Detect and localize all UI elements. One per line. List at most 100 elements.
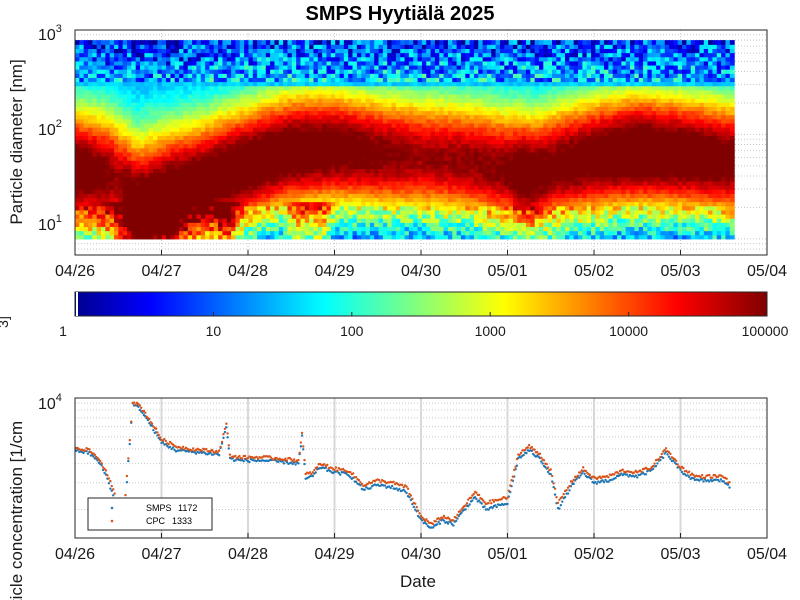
heatmap-cell [153,40,158,45]
heatmap-cell [205,234,211,240]
heatmap-cell [421,205,427,211]
heatmap-cell [131,218,137,223]
heatmap-cell [439,52,445,58]
heatmap-cell [504,189,510,194]
heatmap-cell [421,98,427,103]
heatmap-cell [161,77,167,83]
heatmap-cell [378,156,384,161]
heatmap-cell [179,69,185,74]
heatmap-cell [261,127,267,132]
heatmap-cell [109,143,115,149]
heatmap-cell [257,189,263,194]
heatmap-cell [313,135,319,141]
heatmap-cell [369,52,375,58]
heatmap-cell [274,168,280,174]
heatmap-cell [131,230,137,236]
heatmap-cell [452,176,458,182]
heatmap-cell [244,164,250,170]
heatmap-cell [83,131,89,136]
heatmap-cell [166,40,171,45]
heatmap-cell [218,81,224,87]
heatmap-cell [413,189,419,194]
heatmap-cell [508,189,514,194]
heatmap-cell [495,201,501,207]
heatmap-cell [209,147,215,153]
heatmap-cell [404,209,410,215]
heatmap-cell [226,60,232,66]
heatmap-cell [252,213,258,219]
heatmap-cell [144,213,150,219]
heatmap-cell [313,118,319,124]
heatmap-cell [413,64,419,70]
heatmap-cell [296,69,302,74]
heatmap-cell [244,234,250,240]
heatmap-cell [369,234,375,240]
heatmap-cell [105,114,111,120]
heatmap-cell [148,197,154,203]
heatmap-cell [105,85,111,91]
heatmap-cell [456,102,462,107]
heatmap-cell [83,81,89,87]
heatmap-cell [140,81,145,87]
heatmap-cell [456,48,462,54]
heatmap-cell [218,56,224,62]
heatmap-cell [335,160,341,165]
heatmap-cell [96,48,102,54]
heatmap-cell [408,205,414,211]
heatmap-cell [317,40,323,45]
heatmap-cell [101,193,106,199]
heatmap-cell [296,160,302,165]
heatmap-cell [309,122,315,128]
heatmap-cell [179,156,185,161]
heatmap-cell [456,151,462,157]
heatmap-cell [404,213,410,219]
heatmap-cell [499,209,505,215]
heatmap-cell [361,131,367,136]
heatmap-cell [447,81,453,87]
heatmap-cell [166,93,171,99]
heatmap-cell [473,135,479,141]
heatmap-cell [512,201,518,207]
heatmap-cell [326,164,332,170]
heatmap-cell [296,213,302,219]
heatmap-cell [283,52,289,58]
heatmap-cell [114,81,119,87]
heatmap-cell [118,160,124,165]
heatmap-cell [326,85,332,91]
heatmap-cell [296,73,302,78]
heatmap-cell [421,147,427,153]
heatmap-cell [469,234,475,240]
heatmap-cell [300,201,306,207]
heatmap-cell [439,147,445,153]
heatmap-cell [174,226,180,232]
heatmap-cell [226,64,232,70]
heatmap-cell [456,226,462,232]
heatmap-cell [465,213,471,219]
heatmap-cell [356,106,362,112]
heatmap-cell [469,197,475,203]
heatmap-cell [101,172,106,178]
heatmap-cell [465,218,471,223]
heatmap-cell [387,81,393,87]
heatmap-cell [330,143,336,149]
heatmap-cell [369,185,375,190]
heatmap-cell [205,143,211,149]
heatmap-cell [213,98,219,103]
heatmap-cell [465,122,471,128]
heatmap-cell [140,226,145,232]
heatmap-cell [491,185,497,190]
heatmap-cell [335,164,341,170]
heatmap-cell [317,118,323,124]
heatmap-cell [335,218,341,223]
heatmap-cell [92,197,98,203]
heatmap-cell [118,209,124,215]
heatmap-cell [521,234,527,240]
heatmap-cell [491,151,497,157]
heatmap-cell [235,139,241,145]
heatmap-cell [252,73,258,78]
heatmap-cell [300,164,306,170]
heatmap-cell [452,193,458,199]
heatmap-cell [356,73,362,78]
heatmap-cell [183,226,189,232]
heatmap-cell [452,180,458,186]
